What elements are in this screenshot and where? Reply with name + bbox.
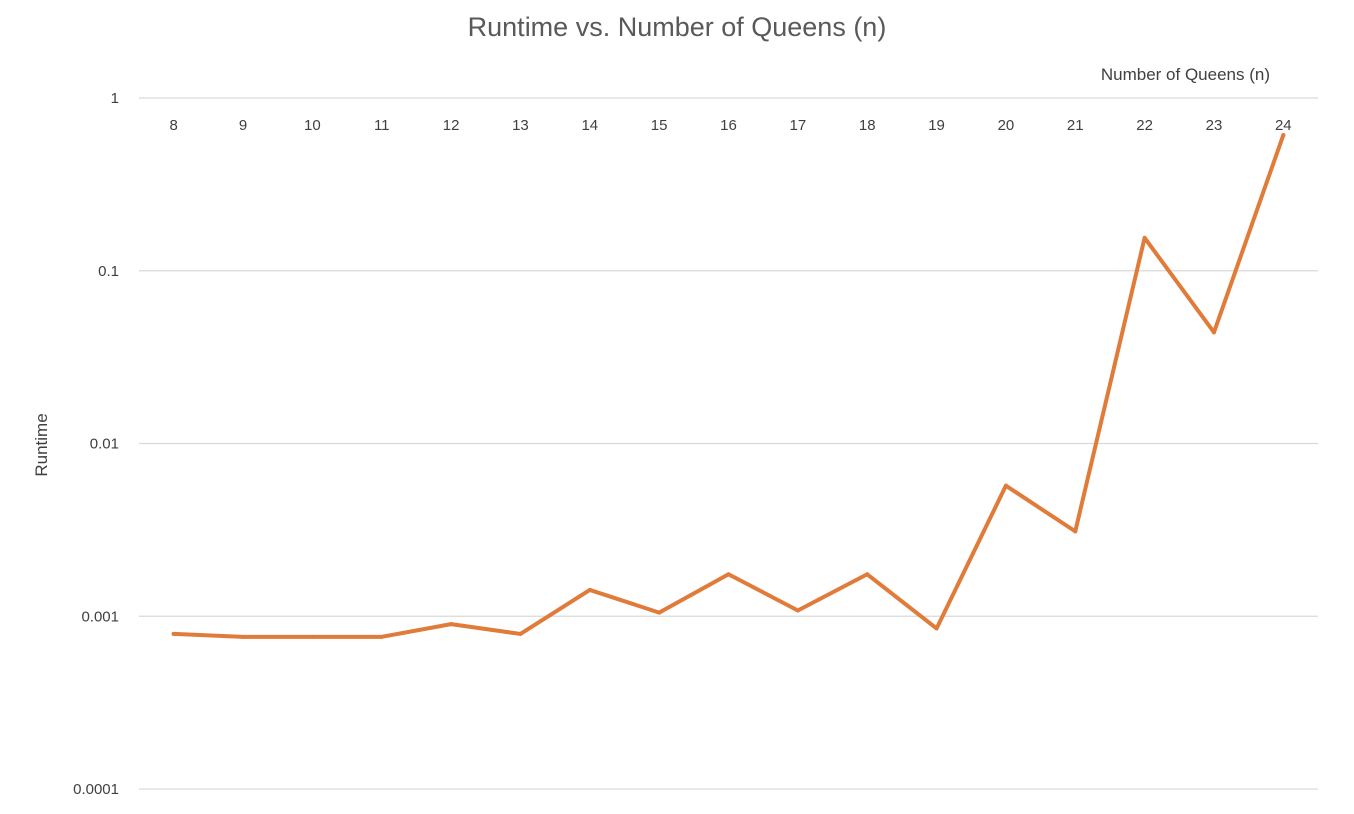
x-tick-label: 13 — [512, 117, 529, 134]
data-point — [241, 634, 246, 639]
data-point — [379, 634, 384, 639]
y-axis-title: Runtime — [32, 413, 51, 476]
data-point — [587, 587, 592, 592]
data-point — [518, 631, 523, 636]
gridlines — [139, 97, 1318, 790]
x-tick-label: 19 — [928, 117, 945, 134]
data-point — [795, 608, 800, 613]
x-tick-label: 14 — [581, 117, 598, 134]
x-tick-label: 22 — [1136, 117, 1153, 134]
y-tick-label: 0.01 — [90, 436, 119, 453]
data-point — [310, 634, 315, 639]
chart-title: Runtime vs. Number of Queens (n) — [467, 12, 887, 42]
series-group — [171, 133, 1286, 639]
data-point — [1281, 133, 1286, 138]
x-tick-label: 17 — [790, 117, 807, 134]
x-tick-label: 15 — [651, 117, 668, 134]
data-point — [934, 626, 939, 631]
x-tick-label: 20 — [998, 117, 1015, 134]
x-tick-label: 24 — [1275, 117, 1292, 134]
x-axis-title: Number of Queens (n) — [1101, 65, 1270, 84]
data-point — [1211, 330, 1216, 335]
data-point — [1073, 529, 1078, 534]
y-tick-label: 0.0001 — [73, 781, 119, 798]
y-tick-label: 0.1 — [98, 263, 119, 280]
x-tick-label: 11 — [374, 117, 390, 134]
data-point — [449, 622, 454, 627]
data-point — [726, 572, 731, 577]
data-point — [657, 610, 662, 615]
x-tick-label: 16 — [720, 117, 737, 134]
x-tick-label: 12 — [443, 117, 460, 134]
x-tick-label: 21 — [1067, 117, 1084, 134]
x-tick-label: 10 — [304, 117, 321, 134]
x-tick-label: 9 — [239, 117, 247, 134]
data-point — [1142, 235, 1147, 240]
x-axis-ticks: 8 9 10 11 12 13 14 15 16 17 18 19 20 21 22 23 24 — [170, 117, 1292, 134]
data-point — [171, 631, 176, 636]
data-point — [1003, 483, 1008, 488]
y-tick-label: 1 — [111, 90, 119, 107]
x-tick-label: 23 — [1206, 117, 1223, 134]
x-tick-label: 8 — [170, 117, 178, 134]
x-tick-label: 18 — [859, 117, 876, 134]
y-tick-label: 0.001 — [81, 608, 119, 625]
series-line — [171, 133, 1286, 639]
y-axis-ticks: 1 0.1 0.01 0.001 0.0001 — [73, 90, 119, 798]
data-point — [865, 572, 870, 577]
